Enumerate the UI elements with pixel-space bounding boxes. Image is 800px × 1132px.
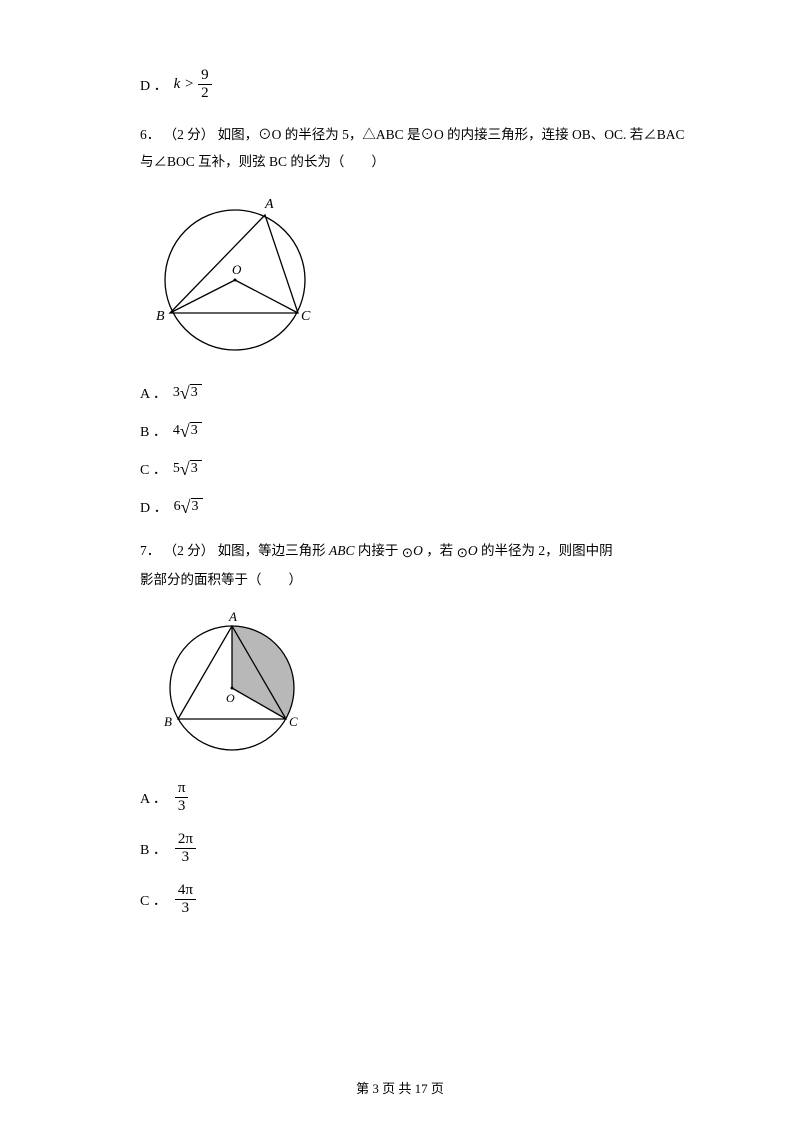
label-o: O <box>226 691 235 705</box>
q7-figure: A B C O <box>150 608 700 763</box>
q-body-2: 影部分的面积等于（ ） <box>140 572 302 587</box>
q7-svg: A B C O <box>150 608 320 758</box>
q-body-1: 如图，等边三角形 <box>218 543 329 558</box>
fraction: 2π 3 <box>175 832 196 865</box>
q-number: 6． <box>140 127 160 142</box>
page-footer: 第 3 页 共 17 页 <box>0 1078 800 1097</box>
sqrt: √3 <box>180 384 202 402</box>
q6-option-d: D ． 6 √3 <box>140 497 700 517</box>
option-label: D ． <box>140 75 168 95</box>
label-a: A <box>228 609 237 624</box>
q-body-1: 如图，⊙O 的半径为 5，△ABC 是⊙O 的内接三角形，连接 OB、OC. 若… <box>218 127 685 142</box>
q7-option-c: C ． 4π 3 <box>140 883 700 916</box>
line-ob <box>170 280 235 313</box>
q6-option-c: C ． 5 √3 <box>140 459 700 479</box>
sqrt: √3 <box>180 460 202 478</box>
label-c: C <box>289 714 298 729</box>
q6-figure: A B C O <box>150 190 700 365</box>
label-c: C <box>301 309 311 324</box>
q-body-2: 与∠BOC 互补，则弦 BC 的长为（ ） <box>140 154 385 169</box>
sqrt: √3 <box>181 498 203 516</box>
option-expr-pre: k > <box>174 76 195 93</box>
center-dot <box>234 279 237 282</box>
q5-option-d: D ． k > 9 2 <box>140 68 700 101</box>
center-dot <box>231 687 234 690</box>
q-points: （2 分） <box>164 127 215 142</box>
label-a: A <box>264 197 274 212</box>
q-number: 7． <box>140 543 160 558</box>
shade-region <box>232 626 294 719</box>
q7-option-b: B ． 2π 3 <box>140 832 700 865</box>
q6-option-a: A ． 3 √3 <box>140 383 700 403</box>
label-o: O <box>232 262 242 277</box>
q-points: （2 分） <box>164 543 215 558</box>
q6-option-b: B ． 4 √3 <box>140 421 700 441</box>
q7-text: 7． （2 分） 如图，等边三角形 ABC 内接于 ⊙O ，若 ⊙O 的半径为 … <box>140 537 700 593</box>
fraction: π 3 <box>175 781 189 814</box>
fraction: 4π 3 <box>175 883 196 916</box>
q6-svg: A B C O <box>150 190 330 360</box>
label-b: B <box>164 714 172 729</box>
sqrt: √3 <box>180 422 202 440</box>
label-b: B <box>156 309 165 324</box>
fraction: 9 2 <box>198 68 212 101</box>
q7-option-a: A ． π 3 <box>140 781 700 814</box>
page-content: D ． k > 9 2 6． （2 分） 如图，⊙O 的半径为 5，△ABC 是… <box>0 0 800 964</box>
q6-text: 6． （2 分） 如图，⊙O 的半径为 5，△ABC 是⊙O 的内接三角形，连接… <box>140 121 700 175</box>
